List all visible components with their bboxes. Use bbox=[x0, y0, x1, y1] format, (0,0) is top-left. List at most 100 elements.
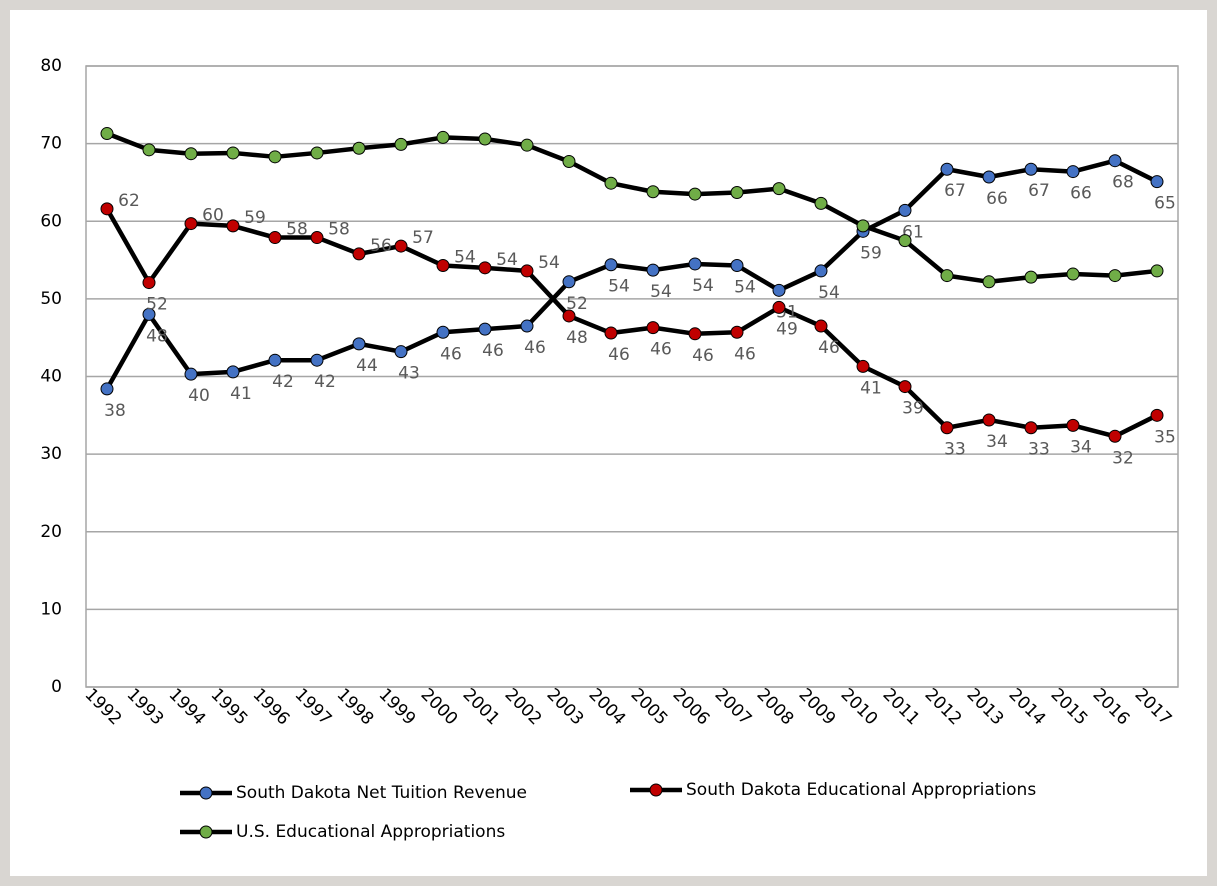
data-label: 54 bbox=[734, 277, 756, 297]
y-tick-label: 20 bbox=[40, 522, 62, 542]
marker bbox=[1066, 418, 1080, 432]
marker bbox=[982, 170, 996, 184]
data-label: 56 bbox=[370, 236, 392, 256]
data-label: 43 bbox=[398, 364, 420, 384]
marker bbox=[478, 322, 492, 336]
marker bbox=[646, 185, 660, 199]
marker bbox=[1108, 269, 1122, 283]
marker bbox=[772, 182, 786, 196]
marker bbox=[478, 132, 492, 146]
marker bbox=[982, 275, 996, 289]
y-tick-label: 50 bbox=[40, 289, 62, 309]
marker bbox=[310, 353, 324, 367]
data-label: 66 bbox=[1070, 184, 1092, 204]
legend-label: South Dakota Net Tuition Revenue bbox=[236, 783, 527, 803]
data-label: 44 bbox=[356, 356, 378, 376]
data-label: 59 bbox=[860, 243, 882, 263]
data-label: 54 bbox=[818, 283, 840, 303]
marker bbox=[562, 275, 576, 289]
data-label: 48 bbox=[566, 328, 588, 348]
data-label: 48 bbox=[146, 326, 168, 346]
data-label: 59 bbox=[244, 208, 266, 228]
data-label: 40 bbox=[188, 386, 210, 406]
marker bbox=[688, 187, 702, 201]
data-label: 34 bbox=[1070, 437, 1092, 457]
marker bbox=[772, 300, 786, 314]
marker bbox=[100, 382, 114, 396]
data-label: 49 bbox=[776, 319, 798, 339]
marker bbox=[940, 421, 954, 435]
marker bbox=[436, 258, 450, 272]
data-label: 67 bbox=[1028, 181, 1050, 201]
marker bbox=[1108, 154, 1122, 168]
plot-border bbox=[85, 65, 1179, 688]
marker bbox=[1066, 267, 1080, 281]
marker bbox=[688, 257, 702, 271]
data-label: 52 bbox=[566, 294, 588, 314]
marker bbox=[814, 196, 828, 210]
data-label: 34 bbox=[986, 432, 1008, 452]
marker bbox=[352, 247, 366, 261]
marker bbox=[1150, 175, 1164, 189]
data-label: 42 bbox=[314, 372, 336, 392]
data-label: 46 bbox=[818, 338, 840, 358]
marker bbox=[604, 258, 618, 272]
marker bbox=[226, 146, 240, 160]
marker bbox=[1150, 264, 1164, 278]
data-label: 52 bbox=[146, 295, 168, 315]
marker bbox=[100, 202, 114, 216]
marker bbox=[1108, 429, 1122, 443]
y-tick-label: 10 bbox=[40, 599, 62, 619]
data-label: 41 bbox=[860, 378, 882, 398]
marker bbox=[1024, 270, 1038, 284]
data-label: 58 bbox=[328, 220, 350, 240]
marker bbox=[898, 380, 912, 394]
data-label: 62 bbox=[118, 191, 140, 211]
data-label: 46 bbox=[524, 338, 546, 358]
data-label: 54 bbox=[496, 250, 518, 270]
y-tick-label: 40 bbox=[40, 367, 62, 387]
marker bbox=[142, 276, 156, 290]
marker bbox=[394, 239, 408, 253]
data-label: 54 bbox=[538, 253, 560, 273]
marker bbox=[730, 186, 744, 200]
y-tick-label: 0 bbox=[51, 677, 62, 697]
data-label: 39 bbox=[902, 399, 924, 419]
data-label: 54 bbox=[650, 282, 672, 302]
marker bbox=[184, 367, 198, 381]
y-tick-label: 30 bbox=[40, 444, 62, 464]
y-tick-label: 80 bbox=[40, 56, 62, 76]
data-label: 57 bbox=[412, 228, 434, 248]
legend-marker bbox=[199, 825, 213, 839]
series-line bbox=[105, 158, 1159, 391]
series-line bbox=[106, 131, 1158, 285]
data-label: 46 bbox=[440, 344, 462, 364]
marker bbox=[394, 345, 408, 359]
marker bbox=[520, 319, 534, 333]
data-label: 38 bbox=[104, 401, 126, 421]
marker bbox=[520, 138, 534, 152]
marker bbox=[562, 154, 576, 168]
marker bbox=[1024, 162, 1038, 176]
y-tick-label: 70 bbox=[40, 134, 62, 154]
data-label: 33 bbox=[1028, 440, 1050, 460]
data-label: 68 bbox=[1112, 173, 1134, 193]
marker bbox=[1066, 165, 1080, 179]
marker bbox=[436, 130, 450, 144]
marker bbox=[730, 325, 744, 339]
data-label: 46 bbox=[692, 346, 714, 366]
data-label: 67 bbox=[944, 181, 966, 201]
marker bbox=[940, 269, 954, 283]
data-label: 46 bbox=[482, 341, 504, 361]
series-line bbox=[105, 207, 1159, 439]
marker bbox=[814, 264, 828, 278]
marker bbox=[730, 258, 744, 272]
marker bbox=[898, 234, 912, 248]
data-label: 46 bbox=[650, 340, 672, 360]
legend-label: U.S. Educational Appropriations bbox=[236, 822, 505, 842]
data-label: 54 bbox=[692, 276, 714, 296]
marker bbox=[268, 150, 282, 164]
data-label: 41 bbox=[230, 384, 252, 404]
marker bbox=[100, 127, 114, 141]
